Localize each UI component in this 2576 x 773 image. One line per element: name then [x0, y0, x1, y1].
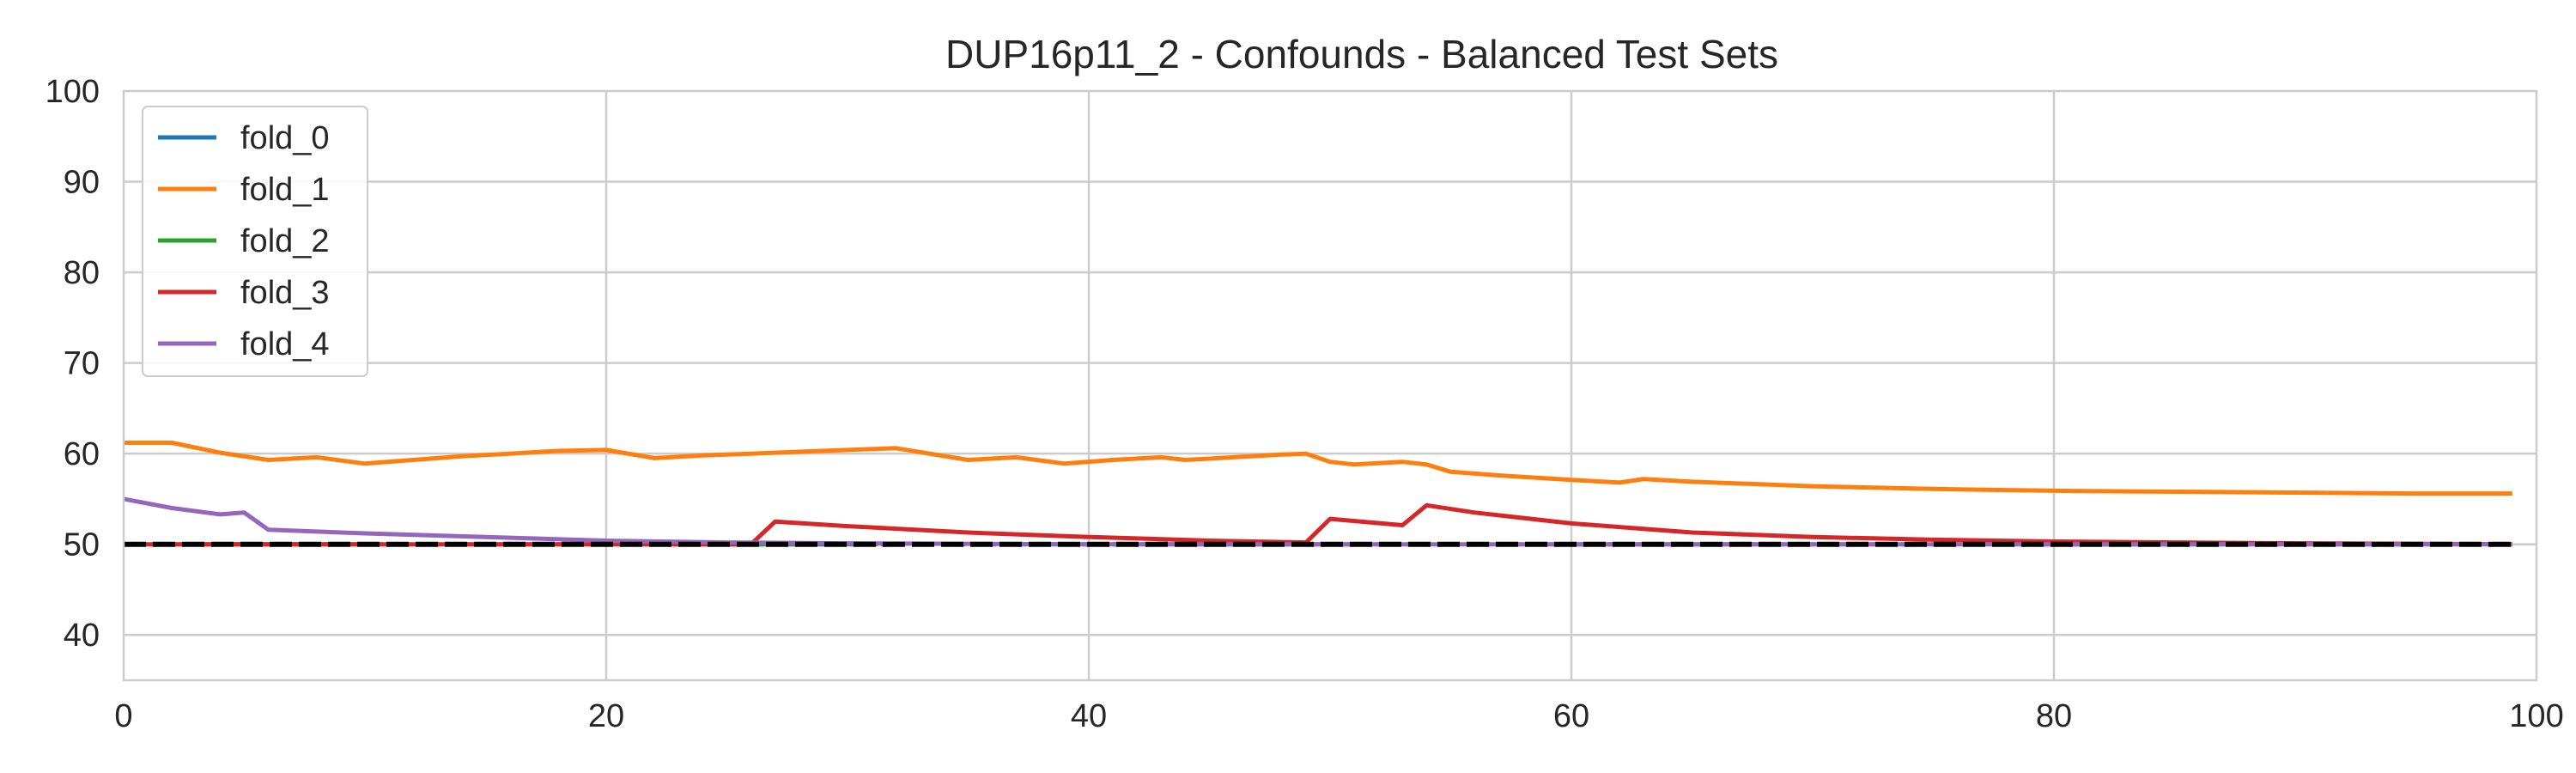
series-line-fold_3 [124, 502, 2512, 547]
y-tick-label-40: 40 [64, 618, 100, 654]
legend-label-fold_4: fold_4 [240, 326, 330, 362]
legend-label-fold_1: fold_1 [240, 172, 330, 208]
x-tick-label-80: 80 [2036, 698, 2072, 734]
series-line-fold_4 [123, 496, 2512, 547]
x-tick-label-20: 20 [588, 698, 624, 734]
x-tick-label-40: 40 [1071, 698, 1107, 734]
legend-box [142, 106, 368, 377]
grid-lines [124, 91, 2537, 680]
y-tick-label-70: 70 [64, 346, 100, 382]
y-tick-label-50: 50 [64, 527, 100, 563]
legend-label-fold_0: fold_0 [240, 120, 330, 156]
x-tick-label-0: 0 [114, 698, 132, 734]
series-lines [123, 441, 2512, 547]
legend: fold_0 fold_1 fold_2 fold_3 fold_4 [142, 106, 368, 377]
y-tick-label-80: 80 [64, 255, 100, 291]
series-line-fold_1 [124, 441, 2512, 496]
legend-label-fold_2: fold_2 [240, 223, 330, 259]
chart-title: DUP16p11_2 - Confounds - Balanced Test S… [945, 32, 1778, 76]
y-axis-ticks: 40 50 60 70 80 90 100 [46, 74, 100, 654]
plot-frame [122, 89, 2538, 682]
y-tick-label-90: 90 [64, 165, 100, 201]
x-axis-ticks: 0 20 40 60 80 100 [114, 698, 2563, 734]
legend-label-fold_3: fold_3 [240, 275, 330, 311]
y-tick-label-60: 60 [64, 436, 100, 472]
x-tick-label-60: 60 [1553, 698, 1589, 734]
y-tick-label-100: 100 [46, 74, 100, 110]
x-tick-label-100: 100 [2509, 698, 2563, 734]
